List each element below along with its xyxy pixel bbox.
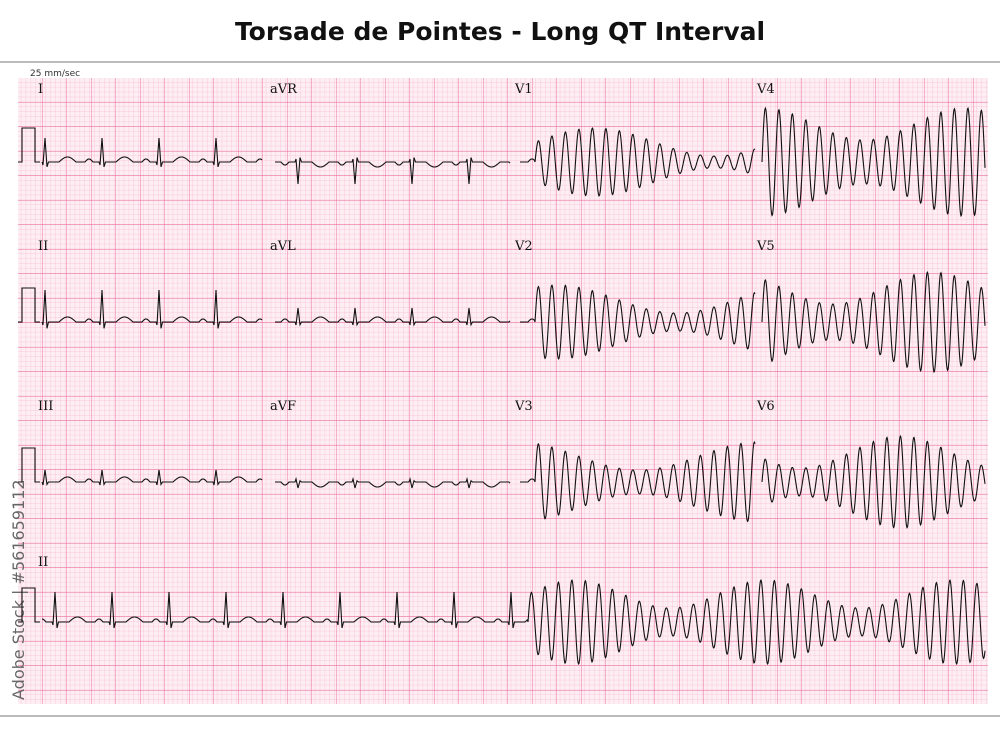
lead-label: II: [38, 555, 48, 570]
lead-label: V2: [514, 239, 533, 254]
ecg-trace: [18, 127, 40, 163]
lead-label: V3: [514, 399, 533, 414]
ecg-trace: [18, 447, 40, 483]
ecg-trace: [41, 579, 986, 666]
ecg-trace: [41, 469, 263, 486]
ecg-trace: [275, 157, 511, 185]
lead-label: I: [38, 82, 43, 97]
ecg-trace: [18, 287, 40, 323]
ecg-trace: [275, 476, 511, 489]
lead-label: V6: [756, 399, 775, 414]
lead-label: aVR: [270, 82, 298, 97]
ecg-grid: [18, 78, 988, 704]
title: Torsade de Pointes - Long QT Interval: [235, 17, 765, 46]
ecg-trace: [18, 587, 40, 623]
ecg-trace: [761, 271, 986, 374]
ecg-trace: [41, 137, 263, 167]
speed-label: 25 mm/sec: [30, 69, 80, 79]
lead-label: V4: [756, 82, 775, 97]
ecg-trace: [520, 284, 756, 360]
lead-label: V1: [514, 82, 533, 97]
header-band: [0, 66, 1000, 78]
ecg-trace: [520, 440, 756, 523]
ecg-trace: [761, 434, 986, 529]
lead-label: II: [38, 239, 48, 254]
ecg-trace: [275, 307, 511, 327]
ecg-trace: [520, 127, 756, 197]
lead-label: aVL: [270, 239, 296, 254]
ecg-trace: [761, 106, 986, 218]
lead-label: V5: [756, 239, 775, 254]
lead-label: aVF: [270, 399, 296, 414]
watermark: Adobe Stock | #561659112: [9, 479, 28, 700]
lead-label: III: [38, 399, 53, 414]
ecg-trace: [41, 289, 263, 329]
